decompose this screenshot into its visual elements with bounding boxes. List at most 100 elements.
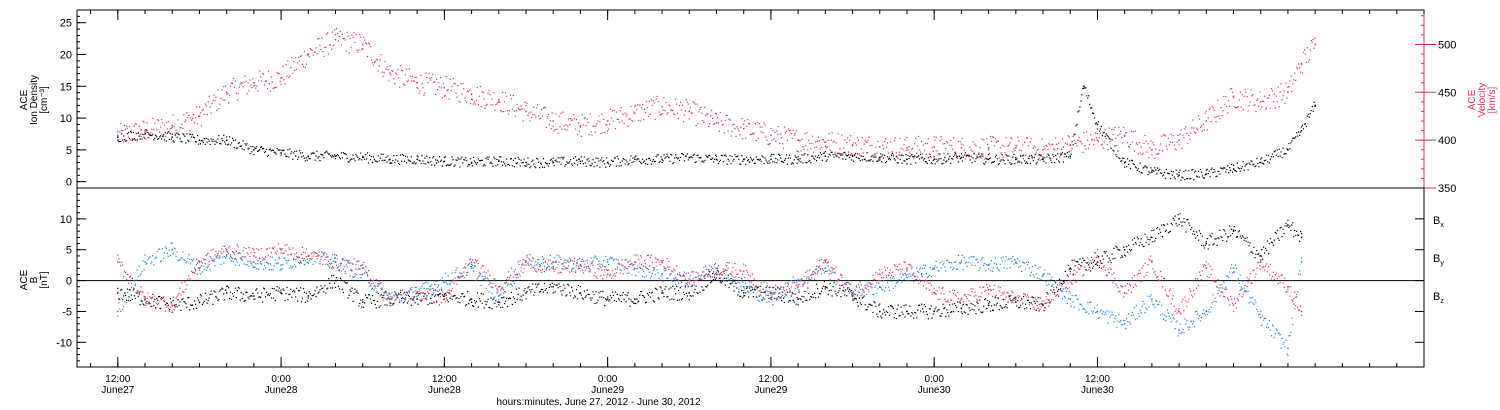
field-By-sample [615, 258, 617, 260]
velocity-sample [171, 127, 173, 129]
velocity-sample [1029, 141, 1031, 143]
field-By-point [443, 279, 446, 282]
velocity-sample [132, 138, 134, 140]
density-sample [894, 159, 896, 161]
field-By-sample [728, 278, 730, 281]
field-By-sample [724, 268, 726, 270]
velocity-sample [119, 131, 121, 133]
field-Bx-sample [527, 287, 529, 289]
field-By-sample [585, 267, 587, 269]
velocity-sample [715, 113, 718, 115]
field-By-sample [351, 262, 353, 264]
density-sample [1013, 153, 1015, 156]
field-Bx-sample [1280, 226, 1282, 229]
velocity-sample [728, 118, 730, 120]
density-sample [983, 162, 985, 165]
field-By-sample [395, 292, 397, 294]
density-sample [644, 163, 647, 165]
field-By-sample [593, 257, 595, 259]
density-sample [1287, 149, 1289, 151]
velocity-sample [928, 153, 930, 155]
velocity-sample [1291, 90, 1293, 93]
field-Bx-sample [292, 291, 294, 293]
field-By-sample [186, 260, 188, 263]
density-sample [451, 156, 453, 158]
field-By-sample [331, 262, 333, 265]
density-sample [221, 137, 223, 140]
density-sample [964, 152, 966, 154]
velocity-sample [259, 70, 261, 72]
field-By-sample [699, 277, 701, 279]
field-By-sample [229, 255, 232, 257]
field-By-sample [996, 267, 998, 269]
field-Bx-sample [1091, 267, 1094, 269]
field-Bx-point [1123, 248, 1126, 251]
velocity-point [1123, 134, 1126, 137]
velocity-sample [391, 70, 393, 72]
density-sample [180, 140, 182, 142]
density-sample [653, 160, 655, 163]
field-Bx-sample [1019, 306, 1021, 308]
field-Bx-sample [567, 283, 569, 285]
velocity-sample [1149, 147, 1151, 149]
field-By-sample [508, 277, 511, 279]
field-By-sample [130, 286, 133, 289]
field-By-sample [310, 253, 312, 255]
field-Bx-sample [800, 299, 802, 301]
density-sample [1077, 111, 1079, 113]
field-Bx-point [443, 295, 446, 297]
density-sample [1150, 167, 1152, 169]
velocity-sample [991, 136, 994, 138]
density-sample [1229, 170, 1232, 172]
velocity-sample [1299, 67, 1301, 69]
field-Bx-sample [237, 286, 239, 289]
density-sample [936, 160, 938, 163]
density-sample [956, 155, 959, 158]
field-By-sample [417, 294, 419, 296]
field-Bx-sample [504, 300, 507, 302]
field-Bx-sample [947, 312, 949, 314]
density-sample [444, 156, 446, 158]
density-sample [969, 159, 971, 161]
field-By-sample [539, 263, 541, 266]
field-By-sample [456, 267, 458, 269]
velocity-sample [783, 126, 786, 128]
density-sample [324, 152, 326, 154]
field-By-sample [184, 260, 186, 262]
velocity-series-0 [117, 27, 1316, 161]
velocity-sample [1018, 140, 1020, 142]
velocity-sample [186, 112, 188, 114]
density-sample [1239, 170, 1241, 172]
field-Bx-sample [652, 300, 654, 302]
velocity-sample [404, 74, 407, 76]
field-Bx-sample [495, 300, 497, 302]
field-By-sample [632, 264, 634, 266]
field-By-sample [377, 283, 379, 285]
velocity-sample [296, 68, 298, 70]
field-By-sample [828, 269, 830, 271]
density-sample [919, 153, 922, 155]
density-sample [902, 154, 904, 157]
density-sample [685, 155, 687, 157]
field-By-sample [311, 257, 313, 259]
density-sample [396, 154, 398, 157]
field-Bx-sample [1125, 255, 1127, 257]
field-Bx-sample [591, 297, 593, 299]
field-Bx-sample [1080, 264, 1082, 267]
velocity-sample [653, 102, 655, 104]
density-sample [1304, 123, 1307, 125]
velocity-sample [970, 149, 972, 151]
density-sample [1135, 167, 1137, 169]
field-By-sample [709, 265, 711, 267]
field-Bx-sample [1243, 239, 1245, 241]
velocity-sample [595, 125, 597, 127]
field-By-sample [465, 263, 467, 265]
field-By-point [606, 261, 609, 263]
field-Bx-sample [939, 315, 941, 317]
density-sample [255, 147, 257, 150]
field-Bx-sample [997, 297, 999, 299]
velocity-sample [513, 110, 515, 112]
field-Bx-sample [1216, 244, 1218, 246]
field-Bx-sample [1155, 237, 1157, 239]
velocity-sample [1185, 126, 1187, 128]
